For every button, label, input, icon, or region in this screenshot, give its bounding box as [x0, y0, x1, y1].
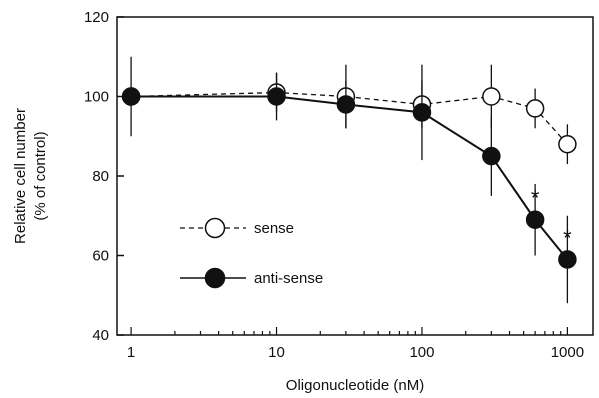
x-axis-ticks: 1 10 100 1000: [127, 327, 584, 361]
legend-label: anti-sense: [254, 270, 323, 287]
y-tick-label: 60: [92, 248, 109, 265]
significance-asterisk: *: [531, 186, 540, 211]
data-point: [121, 87, 141, 106]
data-point: [336, 95, 356, 114]
significance-asterisk: *: [563, 225, 572, 250]
plot-axes: [116, 16, 594, 336]
data-point: [482, 87, 501, 106]
data-point: [525, 210, 545, 229]
annotations: **: [531, 186, 572, 251]
legend-marker: [204, 217, 226, 239]
x-tick-label: 1000: [551, 344, 584, 361]
series-anti-sense: [121, 56, 577, 304]
data-point: [525, 99, 545, 118]
x-tick-label: 10: [268, 344, 285, 361]
y-tick-label: 40: [92, 327, 109, 344]
data-point: [558, 134, 577, 154]
x-axis-title: Oligonucleotide (nM): [286, 377, 424, 394]
legend-label: sense: [254, 220, 294, 237]
data-point: [482, 146, 501, 166]
y-axis-ticks: 40 60 80 100 120: [84, 9, 124, 344]
legend: sense anti-sense: [180, 217, 323, 289]
series-sense: [121, 64, 577, 165]
y-tick-label: 120: [84, 9, 109, 26]
data-point: [412, 103, 432, 122]
y-tick-label: 80: [92, 168, 109, 185]
plot-frame: [116, 16, 594, 336]
y-axis-title-line1: Relative cell number: [12, 108, 29, 244]
series-line: [131, 95, 569, 261]
y-tick-label: 100: [84, 89, 109, 106]
series-layer: [121, 56, 577, 304]
data-point: [267, 87, 286, 106]
x-tick-label: 100: [409, 344, 434, 361]
y-axis-title-line2: (% of control): [32, 131, 49, 220]
legend-marker: [204, 267, 226, 289]
data-point: [558, 250, 577, 269]
x-tick-label: 1: [127, 344, 135, 361]
